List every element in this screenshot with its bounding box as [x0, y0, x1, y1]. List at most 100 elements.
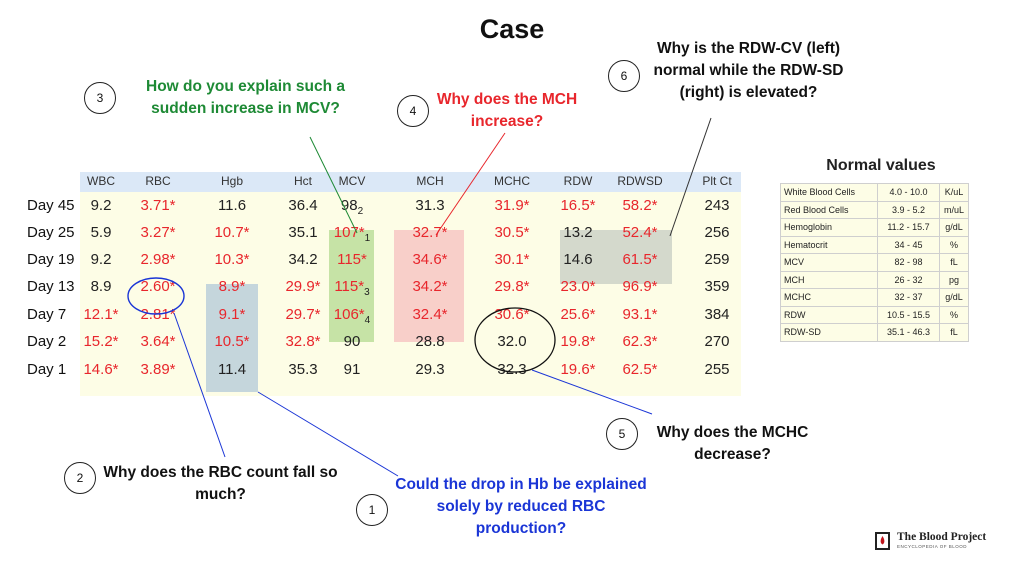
lab-value: 8.9* [218, 278, 246, 295]
lab-cell: 34.2 [271, 251, 335, 268]
lab-value: 384 [704, 306, 730, 323]
lab-value: 29.3 [415, 361, 445, 378]
lab-cell: 30.5* [480, 224, 544, 241]
lab-value: 12.1* [83, 306, 119, 323]
normal-value-row: White Blood Cells 4.0 - 10.0 K/uL [780, 183, 969, 202]
lab-cell: 93.1* [608, 306, 672, 323]
lab-cell: 31.3 [398, 197, 462, 214]
lab-value: 9.1* [218, 306, 246, 323]
lab-value: 31.3 [415, 197, 445, 214]
question-4-text: Why does the MCH increase? [436, 91, 578, 130]
lab-value: 29.9* [285, 278, 321, 295]
lab-cell: 2.60* [126, 278, 190, 295]
lab-value: 32.7* [412, 224, 448, 241]
lab-cell: 10.7* [200, 224, 264, 241]
lab-cell: 29.8* [480, 278, 544, 295]
lab-cell: 384 [685, 306, 749, 323]
question-number-1: 1 [356, 494, 388, 526]
row-day-label: Day 25 [27, 224, 75, 241]
lab-value: 10.5* [214, 333, 250, 350]
normal-values-table: White Blood Cells 4.0 - 10.0 K/uL Red Blood… [780, 183, 969, 342]
lab-value: 256 [704, 224, 730, 241]
lab-cell: 3.64* [126, 333, 190, 350]
annotation-subscript: 2 [357, 206, 364, 217]
connector-line-1 [257, 391, 399, 477]
lab-value: 10.3* [214, 251, 250, 268]
normal-name: RDW [780, 305, 878, 324]
normal-name: RDW-SD [780, 323, 878, 342]
annotation-subscript: 4 [364, 315, 371, 326]
connector-line-3 [309, 136, 358, 234]
lab-value: 10.7* [214, 224, 250, 241]
rbc-circle [127, 277, 185, 315]
normal-name: Hemoglobin [780, 218, 878, 237]
lab-cell: 14.6* [69, 361, 133, 378]
mcv-highlight [329, 230, 374, 342]
normal-range: 34 - 45 [877, 235, 940, 254]
question-5-text: Why does the MCHC decrease? [656, 424, 809, 463]
lab-cell: 9.2 [69, 251, 133, 268]
normal-value-row: RDW 10.5 - 15.5% [780, 305, 969, 324]
lab-value: 19.8* [560, 333, 596, 350]
normal-range: 3.9 - 5.2 [877, 200, 940, 219]
lab-value: 3.27* [140, 224, 176, 241]
lab-value: 30.1* [494, 251, 530, 268]
question-number-5: 5 [606, 418, 638, 450]
normal-range: 26 - 32 [877, 270, 940, 289]
lab-cell: 243 [685, 197, 749, 214]
lab-value: 30.5* [494, 224, 530, 241]
normal-unit: pg [939, 270, 969, 289]
lab-value: 16.5* [560, 197, 596, 214]
connector-line-2 [173, 312, 226, 458]
lab-cell: 34.2* [398, 278, 462, 295]
normal-range: 35.1 - 46.3 [877, 323, 940, 342]
lab-cell: 8.9* [200, 278, 264, 295]
lab-cell: 359 [685, 278, 749, 295]
lab-value: 58.2* [622, 197, 658, 214]
lab-value: 107* [333, 224, 365, 241]
lab-cell: 5.9 [69, 224, 133, 241]
logo-tagline: ENCYCLOPEDIA OF BLOOD [897, 544, 968, 549]
lab-value: 2.98* [140, 251, 176, 268]
column-header: Plt Ct [702, 174, 732, 188]
normal-range: 4.0 - 10.0 [877, 183, 940, 202]
row-day-label: Day 19 [27, 251, 75, 268]
lab-value: 5.9 [90, 224, 112, 241]
normal-unit: fL [939, 323, 969, 342]
lab-value: 2.60* [140, 278, 176, 295]
lab-value: 30.6* [494, 306, 530, 323]
connector-line-6 [669, 117, 712, 237]
lab-cell: 32.8* [271, 333, 335, 350]
lab-table-header [80, 172, 741, 192]
lab-value: 11.4 [217, 361, 247, 378]
the-blood-project-logo: The Blood Project ENCYCLOPEDIA OF BLOOD [873, 530, 1003, 552]
lab-cell: 107*1 [320, 224, 384, 244]
lab-value: 106* [333, 306, 365, 323]
lab-value: 62.5* [622, 361, 658, 378]
normal-value-row: Hemoglobin 11.2 - 15.7 g/dL [780, 218, 969, 237]
lab-cell: 62.3* [608, 333, 672, 350]
normal-unit: K/uL [939, 183, 969, 202]
hgb-highlight [206, 284, 258, 392]
lab-value: 62.3* [622, 333, 658, 350]
lab-cell: 106*4 [320, 306, 384, 326]
lab-cell: 3.71* [126, 197, 190, 214]
column-header: RDW [563, 174, 593, 188]
normal-unit: m/uL [939, 200, 969, 219]
lab-cell: 15.2* [69, 333, 133, 350]
lab-value: 36.4 [288, 197, 318, 214]
lab-cell: 982 [320, 197, 384, 217]
lab-cell: 3.27* [126, 224, 190, 241]
lab-cell: 30.1* [480, 251, 544, 268]
column-header: WBC [87, 174, 115, 188]
lab-value: 3.89* [140, 361, 176, 378]
question-6-text: Why is the RDW-CV (left) normal while th… [653, 40, 844, 101]
lab-value: 91 [343, 361, 361, 378]
lab-value: 270 [704, 333, 730, 350]
lab-cell: 9.2 [69, 197, 133, 214]
lab-value: 9.2 [90, 251, 112, 268]
book-icon [875, 532, 890, 550]
normal-name: MCH [780, 270, 878, 289]
question-2-text: Why does the RBC count fall so much? [103, 464, 338, 503]
lab-cell: 25.6* [546, 306, 610, 323]
